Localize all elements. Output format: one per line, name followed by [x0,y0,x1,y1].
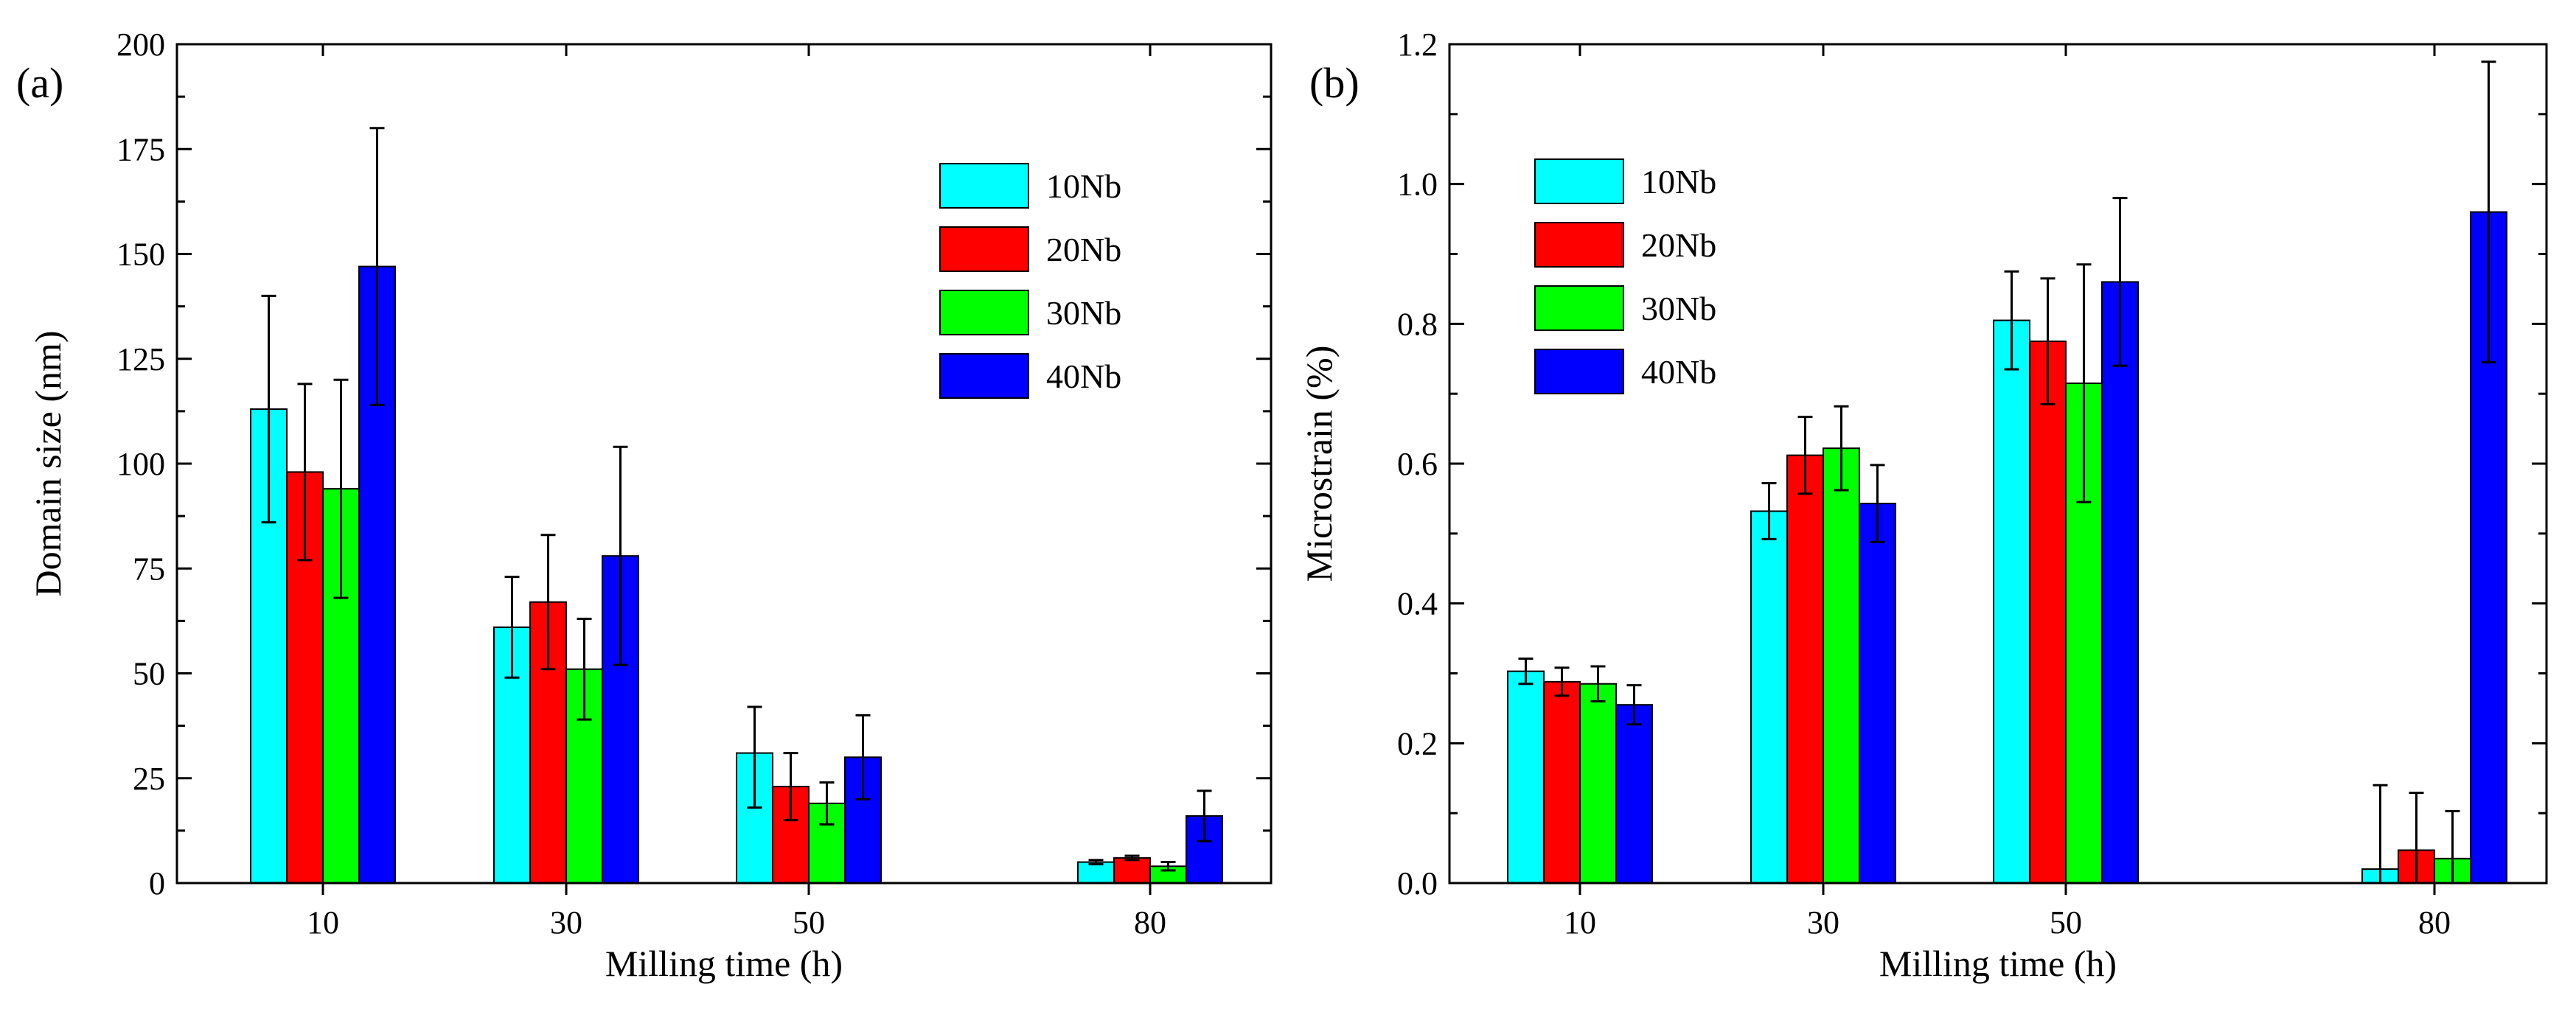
bar-40Nb-50h [2101,281,2139,884]
bar-10Nb-10h [1507,670,1545,885]
legend-label-10Nb: 10Nb [1046,167,1121,205]
x-tick-label: 30 [1807,904,1839,941]
y-tick-label: 150 [116,237,165,273]
error-bar-10Nb-10h [1518,658,1534,686]
y-tick-label: 0 [149,865,165,901]
panel-a: 0 25 50 75 100 125 150 175 200 10 30 50 80 Milling ti… [16,27,1273,984]
legend-label-10Nb: 10Nb [1641,163,1716,200]
legend-label-30Nb: 30Nb [1046,294,1121,332]
y-tick-label: 0.4 [1397,586,1438,622]
bar-10Nb-30h [1750,510,1788,885]
bar-20Nb-10h [1543,680,1581,884]
legend-swatch-30Nb [1534,285,1624,331]
y-tick-label: 100 [116,446,165,482]
bar-40Nb-10h [1615,704,1653,884]
legend-label-40Nb: 40Nb [1641,353,1716,391]
legend-label-30Nb: 30Nb [1641,290,1716,327]
legend-swatch-40Nb [939,353,1029,399]
legend-swatch-20Nb [939,226,1029,272]
y-tick-label: 0.0 [1397,865,1438,901]
error-bar-30Nb-50h [2076,263,2092,503]
error-bar-40Nb-50h [855,714,871,801]
bar-40Nb-30h [1859,503,1896,884]
error-bar-30Nb-10h [1590,665,1606,702]
y-tick-label: 25 [133,761,165,797]
bar-10Nb-50h [1993,319,2030,884]
legend-label-40Nb: 40Nb [1046,357,1121,395]
error-bar-40Nb-50h [2112,197,2128,367]
x-tick-label: 10 [1564,904,1596,941]
bar-20Nb-30h [1786,454,1824,884]
error-bar-10Nb-30h [1761,482,1777,540]
error-bar-40Nb-10h [1626,684,1642,726]
error-bar-20Nb-50h [783,752,798,822]
error-bar-20Nb-30h [540,534,556,671]
error-bar-40Nb-30h [613,445,628,666]
error-bar-40Nb-30h [1870,464,1885,543]
panel-label: (b) [1309,59,1360,107]
x-tick-label: 50 [2050,904,2082,941]
bar-20Nb-50h [2029,341,2067,884]
error-bar-20Nb-30h [1797,415,1813,495]
error-bar-30Nb-80h [1160,861,1176,872]
y-tick-label: 1.0 [1397,167,1438,203]
x-tick-label: 30 [550,904,582,941]
error-bar-40Nb-80h [1197,789,1212,843]
bar-30Nb-30h [1823,447,1860,884]
legend-label-20Nb: 20Nb [1641,226,1716,264]
y-tick-label: 0.2 [1397,725,1438,761]
error-bar-30Nb-10h [333,378,349,599]
panel-b: 0.0 0.2 0.4 0.6 0.8 1.0 1.2 10 30 50 80 Milling tim… [1298,27,2548,984]
y-tick-label: 50 [133,656,165,692]
error-bar-20Nb-50h [2040,277,2055,405]
error-bar-10Nb-80h [1088,859,1104,865]
y-axis-title: Domain size (nm) [27,330,69,596]
x-axis-title: Milling time (h) [605,943,843,984]
x-tick-label: 10 [307,904,339,941]
error-bar-20Nb-10h [1554,666,1570,697]
error-bar-10Nb-30h [504,576,520,679]
y-tick-label: 0.6 [1397,446,1438,482]
error-bar-30Nb-30h [577,618,592,721]
bar-20Nb-80h [1113,857,1151,884]
bar-30Nb-10h [1579,683,1617,884]
y-tick-label: 125 [116,341,165,377]
y-tick-label: 0.8 [1397,306,1438,342]
error-bar-30Nb-30h [1834,405,1849,492]
error-bar-10Nb-50h [747,705,762,809]
legend-swatch-20Nb [1534,222,1624,268]
y-tick-label: 75 [133,551,165,587]
legend-swatch-40Nb [1534,349,1624,394]
error-bar-30Nb-50h [819,781,835,826]
panel-label: (a) [16,59,63,107]
legend-label-20Nb: 20Nb [1046,231,1121,268]
y-tick-label: 200 [116,27,165,63]
error-bar-10Nb-50h [2004,270,2019,371]
legend-swatch-10Nb [939,163,1029,209]
x-tick-label: 50 [793,904,825,941]
x-axis-title: Milling time (h) [1879,943,2117,984]
error-bar-40Nb-80h [2481,60,2496,363]
legend-swatch-30Nb [939,290,1029,335]
error-bar-20Nb-80h [1124,854,1140,862]
y-axis-title: Microstrain (%) [1298,346,1340,582]
legend-swatch-10Nb [1534,158,1624,204]
x-tick-label: 80 [2418,904,2451,941]
x-tick-label: 80 [1134,904,1166,941]
y-tick-label: 175 [116,131,165,167]
error-bar-10Nb-10h [261,294,276,524]
error-bar-20Nb-10h [297,383,313,562]
error-bar-40Nb-10h [369,127,385,406]
y-tick-label: 1.2 [1397,27,1438,63]
